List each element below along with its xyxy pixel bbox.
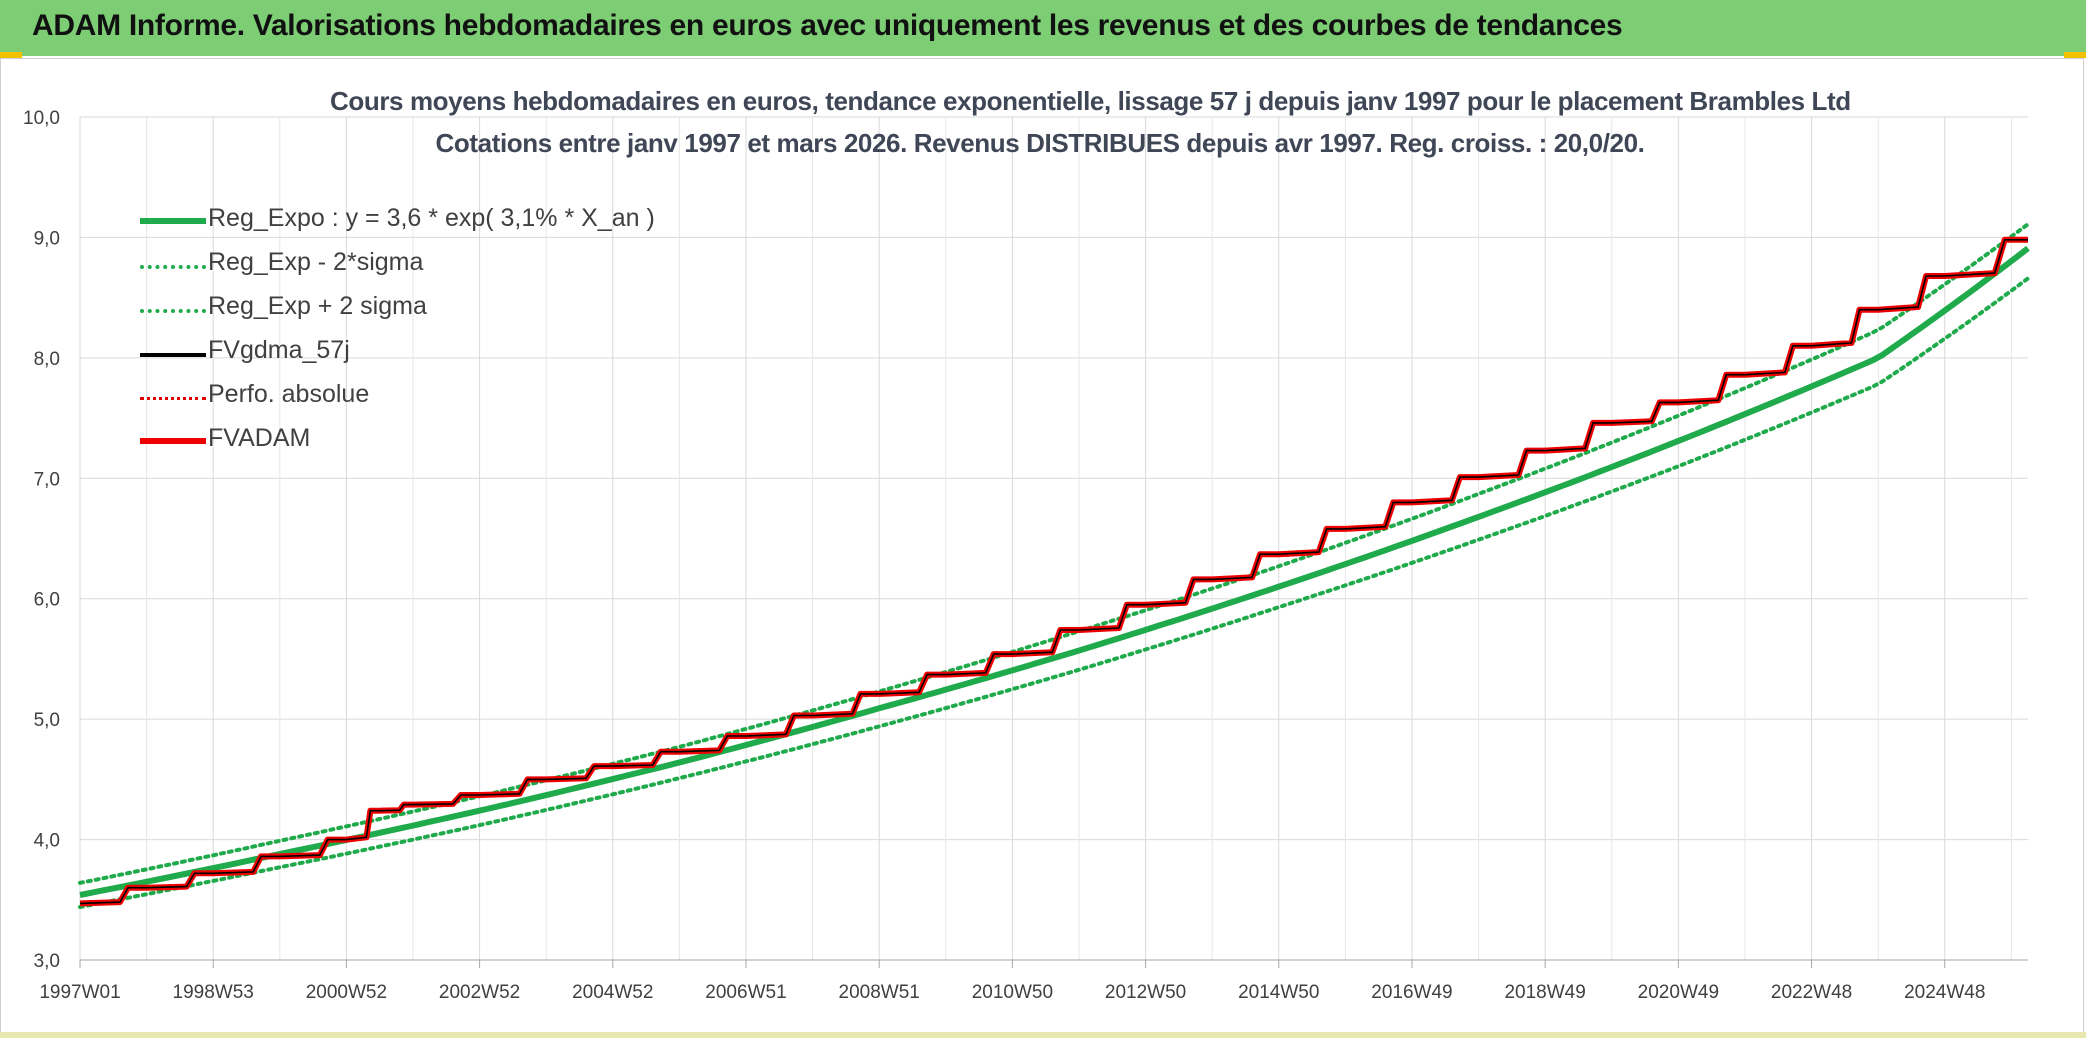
- legend-label: Perfo. absolue: [208, 380, 370, 408]
- x-tick-label: 2006W51: [705, 982, 786, 1003]
- corner-marker-left: [0, 52, 22, 58]
- x-tick-label: 1998W53: [173, 982, 254, 1003]
- legend-swatch: [140, 397, 206, 400]
- x-tick-label: 2008W51: [839, 982, 920, 1003]
- legend-swatch: [140, 353, 206, 357]
- y-tick-label: 5,0: [34, 710, 60, 731]
- legend-label: FVgdma_57j: [208, 336, 350, 364]
- y-tick-label: 6,0: [34, 590, 60, 611]
- legend-swatch: [140, 309, 206, 313]
- x-tick-label: 2010W50: [972, 982, 1053, 1003]
- report-banner: ADAM Informe. Valorisations hebdomadaire…: [0, 0, 2086, 56]
- y-tick-label: 3,0: [34, 951, 60, 972]
- legend-swatch: [140, 265, 206, 269]
- x-tick-label: 2002W52: [439, 982, 520, 1003]
- legend-label: FVADAM: [208, 424, 311, 452]
- x-tick-label: 2018W49: [1504, 982, 1585, 1003]
- chart-subtitle: Cotations entre janv 1997 et mars 2026. …: [435, 128, 1645, 158]
- bottom-bar: [0, 1032, 2086, 1038]
- series-reg-expo: [79, 245, 2030, 898]
- legend-label: Reg_Expo : y = 3,6 * exp( 3,1% * X_an ): [208, 204, 655, 232]
- report-title: ADAM Informe. Valorisations hebdomadaire…: [32, 9, 1623, 42]
- x-tick-label: 2012W50: [1105, 982, 1186, 1003]
- legend-swatch: [140, 218, 206, 224]
- y-tick-label: 8,0: [34, 349, 60, 370]
- x-tick-label: 2014W50: [1238, 982, 1319, 1003]
- y-tick-label: 10,0: [23, 108, 60, 129]
- x-tick-label: 2024W48: [1904, 982, 1985, 1003]
- x-tick-label: 2022W48: [1771, 982, 1852, 1003]
- series-reg-exp-minus-2sigma: [78, 276, 2030, 909]
- x-tick-label: 2016W49: [1371, 982, 1452, 1003]
- y-tick-label: 9,0: [34, 228, 60, 249]
- legend-swatch: [140, 438, 206, 444]
- y-tick-label: 4,0: [34, 831, 60, 852]
- series-fvgdma-57j: [79, 239, 2028, 905]
- x-tick-label: 2000W52: [306, 982, 387, 1003]
- series-fvadam: [79, 236, 2028, 907]
- x-tick-label: 2004W52: [572, 982, 653, 1003]
- x-tick-label: 1997W01: [39, 982, 120, 1003]
- corner-marker-right: [2064, 52, 2086, 58]
- chart-title: Cours moyens hebdomadaires en euros, ten…: [330, 86, 1851, 116]
- y-tick-label: 7,0: [34, 469, 60, 490]
- legend-label: Reg_Exp - 2*sigma: [208, 248, 424, 276]
- x-tick-label: 2020W49: [1638, 982, 1719, 1003]
- legend-label: Reg_Exp + 2 sigma: [208, 292, 427, 320]
- series-reg-exp-plus-2sigma: [78, 222, 2030, 885]
